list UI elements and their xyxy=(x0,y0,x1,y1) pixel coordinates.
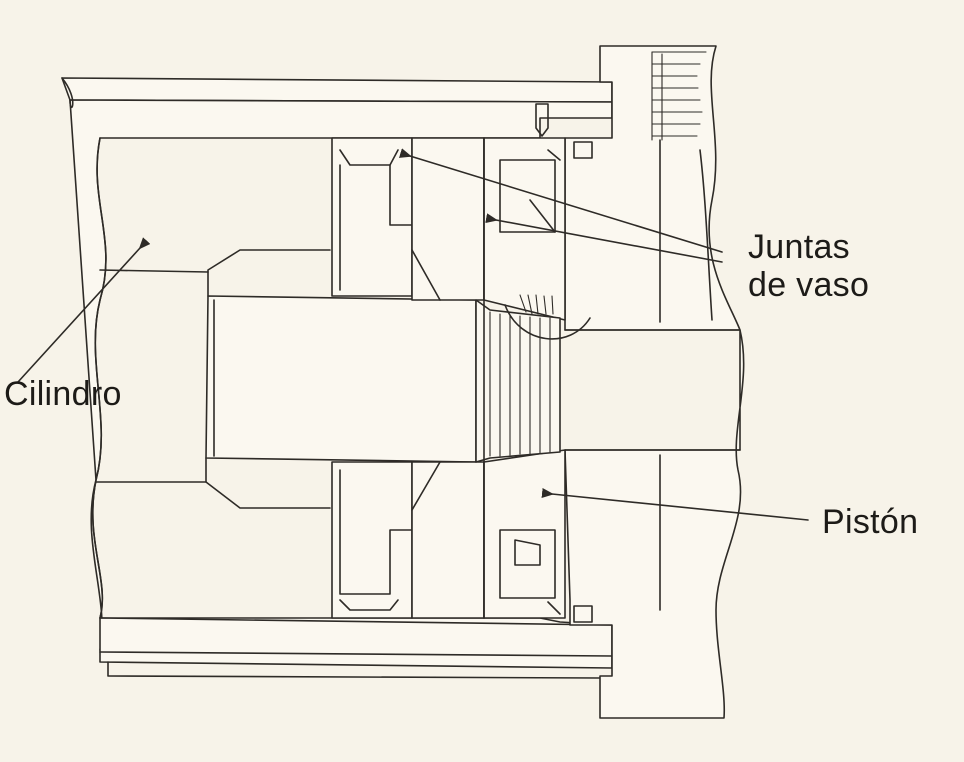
cup-seals-label-line2: de vaso xyxy=(748,266,870,305)
leader-juntas-lower xyxy=(485,213,723,263)
piston-rod xyxy=(95,249,477,509)
cup-seals-label: Juntas de vaso xyxy=(748,228,869,304)
cylinder-body xyxy=(61,77,613,679)
cup-seals-label-line1: Juntas xyxy=(748,228,850,266)
rod-nut xyxy=(475,294,741,463)
end-cap xyxy=(564,45,745,719)
cylinder-label: Cilindro xyxy=(4,375,122,413)
leader-piston xyxy=(541,488,809,521)
leader-juntas-upper xyxy=(398,148,723,253)
piston-label: Pistón xyxy=(822,503,919,541)
leader-cilindro xyxy=(17,237,151,383)
